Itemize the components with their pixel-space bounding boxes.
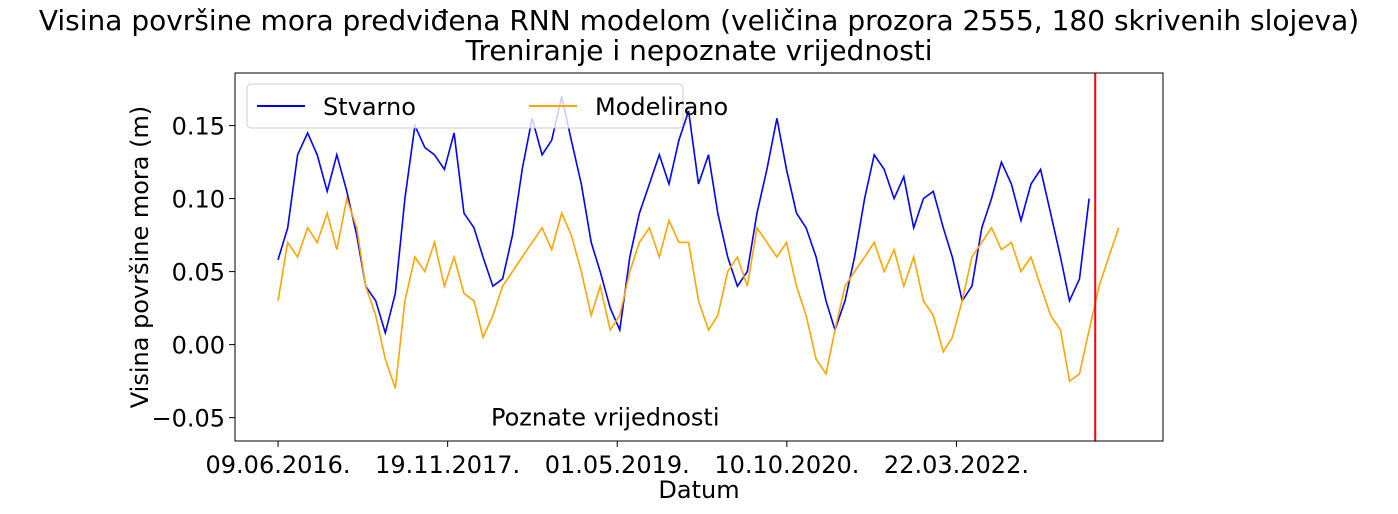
- y-tick-label: −0.05: [151, 405, 225, 433]
- y-tick-label: 0.00: [172, 332, 225, 360]
- legend-box: [246, 83, 684, 129]
- legend-label: Stvarno: [323, 93, 416, 121]
- y-tick-label: 0.15: [172, 113, 225, 141]
- chart-title: Visina površine mora predviđena RNN mode…: [39, 4, 1359, 37]
- annotation: Poznate vrijednosti: [491, 404, 720, 432]
- x-tick-label: 19.11.2017.: [375, 451, 520, 479]
- y-tick-label: 0.05: [172, 259, 225, 287]
- x-tick-label: 10.10.2020.: [714, 451, 859, 479]
- plot-frame: [234, 72, 1164, 442]
- x-tick-label: 22.03.2022.: [884, 451, 1029, 479]
- y-tick-label: 0.10: [172, 186, 225, 214]
- legend-label: Modelirano: [595, 93, 728, 121]
- x-tick-label: 01.05.2019.: [545, 451, 690, 479]
- chart-subtitle: Treniranje i nepoznate vrijednosti: [464, 34, 932, 67]
- series-line: [277, 195, 1120, 389]
- x-tick-label: 09.06.2016.: [206, 451, 351, 479]
- y-axis-label: Visina površine mora (m): [126, 106, 154, 408]
- x-axis-label: Datum: [658, 476, 739, 504]
- series-line: [277, 96, 1090, 336]
